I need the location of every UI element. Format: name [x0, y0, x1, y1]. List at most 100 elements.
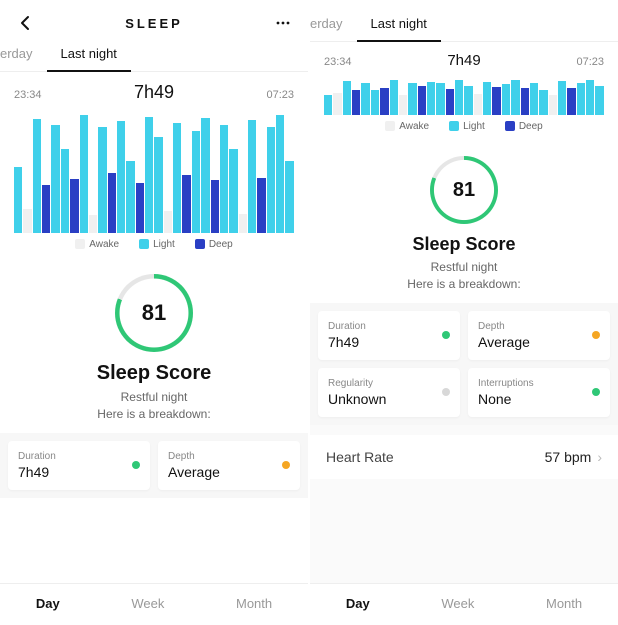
- status-dot: [132, 461, 140, 469]
- chart-bar: [521, 88, 529, 115]
- chart-bar: [70, 179, 78, 233]
- breakdown-card[interactable]: InterruptionsNone: [468, 368, 610, 417]
- sleep-chart[interactable]: [324, 79, 604, 115]
- score-title: Sleep Score: [320, 234, 608, 255]
- breakdown-card[interactable]: Regularity Unknown: [318, 368, 460, 417]
- card-label: Regularity: [328, 378, 386, 389]
- chart-bar: [220, 125, 228, 233]
- score-ring: 81: [115, 274, 193, 352]
- back-icon[interactable]: [16, 14, 34, 32]
- segment-day[interactable]: Day: [346, 596, 370, 611]
- chart-header: 23:34 7h49 07:23: [14, 82, 294, 103]
- card-value: 7h49: [328, 334, 366, 350]
- chart-bar: [126, 161, 134, 233]
- chart-bar: [33, 119, 41, 233]
- tabs: erday Last night: [0, 38, 308, 72]
- chart-bar: [399, 95, 407, 115]
- legend-awake: Awake: [75, 239, 119, 250]
- tab-last-night[interactable]: Last night: [47, 38, 131, 71]
- segment-week[interactable]: Week: [131, 596, 164, 611]
- chart-bar: [42, 185, 50, 233]
- chart-bar: [464, 86, 472, 115]
- chart-bar: [192, 131, 200, 233]
- chart-end-time: 07:23: [576, 56, 604, 68]
- chart-bar: [164, 211, 172, 233]
- range-segmenter: Day Week Month: [310, 583, 618, 625]
- chart-bar: [257, 178, 265, 233]
- sleep-chart-card: 23:34 7h49 07:23 Awake Light Deep: [0, 72, 308, 258]
- score-ring: 81: [430, 156, 498, 224]
- tab-yesterday[interactable]: erday: [0, 38, 47, 71]
- sleep-chart[interactable]: [14, 113, 294, 233]
- page-title: SLEEP: [125, 16, 183, 31]
- segment-month[interactable]: Month: [236, 596, 272, 611]
- chart-bar: [154, 137, 162, 233]
- sleep-chart-card: 23:34 7h49 07:23 Awake Light Deep: [310, 42, 618, 140]
- card-label: Duration: [18, 451, 56, 462]
- chart-bar: [455, 80, 463, 115]
- chart-bar: [577, 83, 585, 115]
- chart-bar: [343, 81, 351, 115]
- score-title: Sleep Score: [10, 362, 298, 385]
- breakdown-card[interactable]: Duration7h49: [318, 311, 460, 360]
- legend-light: Light: [139, 239, 175, 250]
- chart-bar: [427, 82, 435, 115]
- chart-bar: [502, 84, 510, 115]
- breakdown-card[interactable]: Duration7h49: [8, 441, 150, 490]
- legend-awake: Awake: [385, 121, 429, 132]
- breakdown-card[interactable]: Depth Average: [158, 441, 300, 490]
- header: SLEEP: [0, 0, 308, 38]
- chart-bar: [201, 118, 209, 233]
- breakdown-card[interactable]: DepthAverage: [468, 311, 610, 360]
- chart-bar: [511, 80, 519, 115]
- card-label: Depth: [168, 451, 220, 462]
- chart-bar: [408, 83, 416, 115]
- card-label: Depth: [478, 321, 530, 332]
- segment-week[interactable]: Week: [441, 596, 474, 611]
- chart-bar: [558, 81, 566, 115]
- card-value: Average: [168, 464, 220, 480]
- card-value: Unknown: [328, 391, 386, 407]
- chart-bar: [229, 149, 237, 233]
- tab-last-night[interactable]: Last night: [357, 8, 441, 41]
- chart-start-time: 23:34: [14, 89, 42, 101]
- score-value: 81: [453, 179, 475, 202]
- chart-end-time: 07:23: [266, 89, 294, 101]
- chart-bar: [276, 115, 284, 233]
- more-icon[interactable]: [274, 14, 292, 32]
- score-section: 81 Sleep Score Restful nightHere is a br…: [0, 258, 308, 433]
- chart-bar: [211, 180, 219, 233]
- chart-bar: [390, 80, 398, 115]
- tab-yesterday[interactable]: erday: [310, 8, 357, 41]
- range-segmenter: Day Week Month: [0, 583, 308, 625]
- chart-bar: [539, 90, 547, 115]
- segment-day[interactable]: Day: [36, 596, 60, 611]
- status-dot: [592, 331, 600, 339]
- card-value: None: [478, 391, 534, 407]
- chart-bar: [239, 214, 247, 233]
- chart-bar: [173, 123, 181, 233]
- chart-bar: [51, 125, 59, 233]
- chart-bar: [14, 167, 22, 233]
- score-section: 81 Sleep Score Restful nightHere is a br…: [310, 140, 618, 303]
- legend-deep: Deep: [195, 239, 233, 250]
- breakdown-cards: Duration7h49DepthAverage Regularity Unknow…: [310, 303, 618, 425]
- chart-bar: [361, 83, 369, 115]
- status-dot: [442, 331, 450, 339]
- chart-bar: [324, 95, 332, 115]
- chart-header: 23:34 7h49 07:23: [324, 52, 604, 69]
- chart-bar: [108, 173, 116, 233]
- chart-bar: [492, 87, 500, 115]
- score-subtitle: Restful nightHere is a breakdown:: [320, 259, 608, 293]
- heart-rate-value: 57 bpm›: [545, 449, 602, 465]
- chart-legend: Awake Light Deep: [324, 121, 604, 132]
- chart-bar: [586, 80, 594, 115]
- chart-legend: Awake Light Deep: [14, 239, 294, 250]
- chart-bar: [117, 121, 125, 233]
- chart-bar: [567, 88, 575, 115]
- status-dot: [592, 388, 600, 396]
- segment-month[interactable]: Month: [546, 596, 582, 611]
- heart-rate-row[interactable]: Heart Rate 57 bpm›: [310, 435, 618, 479]
- chart-bar: [23, 209, 31, 233]
- chart-start-time: 23:34: [324, 56, 352, 68]
